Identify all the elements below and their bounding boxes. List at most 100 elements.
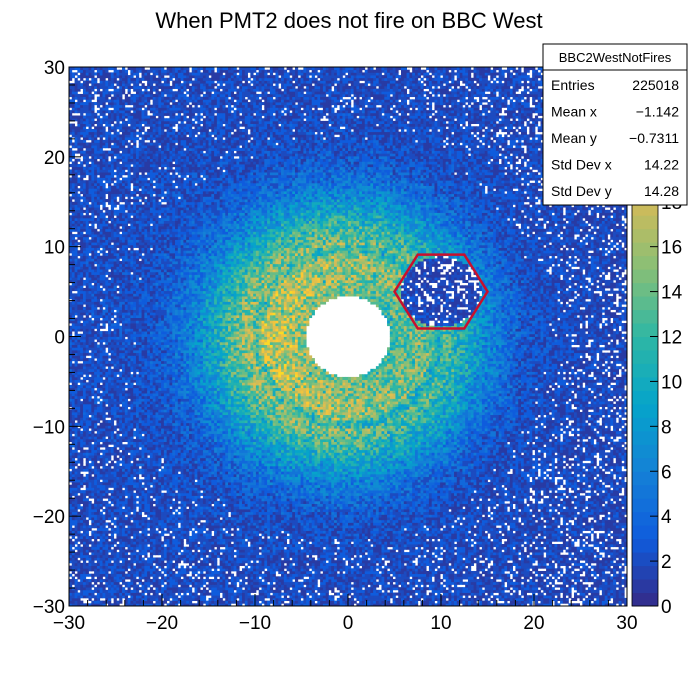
heatmap-cell [465,593,468,596]
heatmap-cell [206,563,209,566]
heatmap-cell [468,557,471,560]
heatmap-cell [220,568,223,571]
heatmap-cell [306,598,309,601]
heatmap-cell [289,536,292,539]
heatmap-cell [281,571,284,574]
heatmap-cell [239,576,242,579]
heatmap-cell [468,528,471,531]
heatmap-cell [580,555,583,558]
heatmap-cell [119,541,122,544]
heatmap-cell [278,566,281,569]
heatmap-cell [312,590,315,593]
heatmap-cell [401,571,404,574]
heatmap-cell [83,590,86,593]
heatmap-cell [574,571,577,574]
heatmap-cell [150,528,153,531]
heatmap-cell [262,552,265,555]
heatmap-cell [262,541,265,544]
heatmap-cell [507,555,510,558]
heatmap-cell [97,568,100,571]
heatmap-cell [404,539,407,542]
heatmap-cell [211,579,214,582]
heatmap-cell [521,533,524,536]
heatmap-cell [334,563,337,566]
heatmap-cell [222,571,225,574]
heatmap-cell [527,552,530,555]
heatmap-cell [278,593,281,596]
heatmap-cell [619,595,622,598]
heatmap-cell [605,557,608,560]
heatmap-cell [418,541,421,544]
heatmap-cell [359,539,362,542]
heatmap-cell [144,541,147,544]
heatmap-cell [384,547,387,550]
heatmap-cell [418,547,421,550]
heatmap-cell [515,579,518,582]
heatmap-cell [275,576,278,579]
heatmap-cell [270,587,273,590]
heatmap-cell [437,549,440,552]
heatmap-cell [340,568,343,571]
heatmap-cell [521,552,524,555]
heatmap-cell [153,528,156,531]
heatmap-cell [482,539,485,542]
heatmap-cell [501,547,504,550]
heatmap-cell [513,571,516,574]
heatmap-cell [278,557,281,560]
heatmap-cell [203,582,206,585]
heatmap-cell [580,590,583,593]
heatmap-cell [468,590,471,593]
heatmap-cell [114,601,117,604]
heatmap-cell [80,571,83,574]
heatmap-cell [315,563,318,566]
heatmap-cell [421,536,424,539]
heatmap-cell [158,541,161,544]
heatmap-cell [262,549,265,552]
heatmap-cell [136,557,139,560]
heatmap-cell [144,566,147,569]
heatmap-cell [532,590,535,593]
heatmap-cell [217,584,220,587]
heatmap-cell [504,601,507,604]
heatmap-cell [144,560,147,563]
heatmap-cell [317,595,320,598]
heatmap-cell [465,531,468,534]
heatmap-cell [365,557,368,560]
heatmap-cell [563,531,566,534]
heatmap-cell [381,601,384,604]
heatmap-cell [610,571,613,574]
heatmap-cell [80,539,83,542]
heatmap-cell [281,593,284,596]
heatmap-cell [281,598,284,601]
heatmap-cell [259,557,262,560]
heatmap-cell [446,566,449,569]
heatmap-cell [504,552,507,555]
heatmap-cell [228,574,231,577]
heatmap-cell [225,560,228,563]
heatmap-cell [295,528,298,531]
heatmap-cell [602,533,605,536]
heatmap-cell [532,560,535,563]
heatmap-cell [114,574,117,577]
heatmap-cell [203,601,206,604]
heatmap-cell [340,552,343,555]
heatmap-cell [474,549,477,552]
heatmap-cell [596,552,599,555]
heatmap-cell [264,590,267,593]
heatmap-cell [585,574,588,577]
heatmap-cell [262,547,265,550]
heatmap-cell [169,566,172,569]
heatmap-cell [582,563,585,566]
heatmap-cell [616,579,619,582]
heatmap-cell [401,579,404,582]
heatmap-cell [348,571,351,574]
heatmap-cell [594,582,597,585]
heatmap-cell [111,587,114,590]
heatmap-cell [186,533,189,536]
heatmap-cell [242,584,245,587]
heatmap-cell [563,544,566,547]
heatmap-cell [594,568,597,571]
heatmap-cell [507,568,510,571]
heatmap-cell [568,544,571,547]
heatmap-cell [409,579,412,582]
